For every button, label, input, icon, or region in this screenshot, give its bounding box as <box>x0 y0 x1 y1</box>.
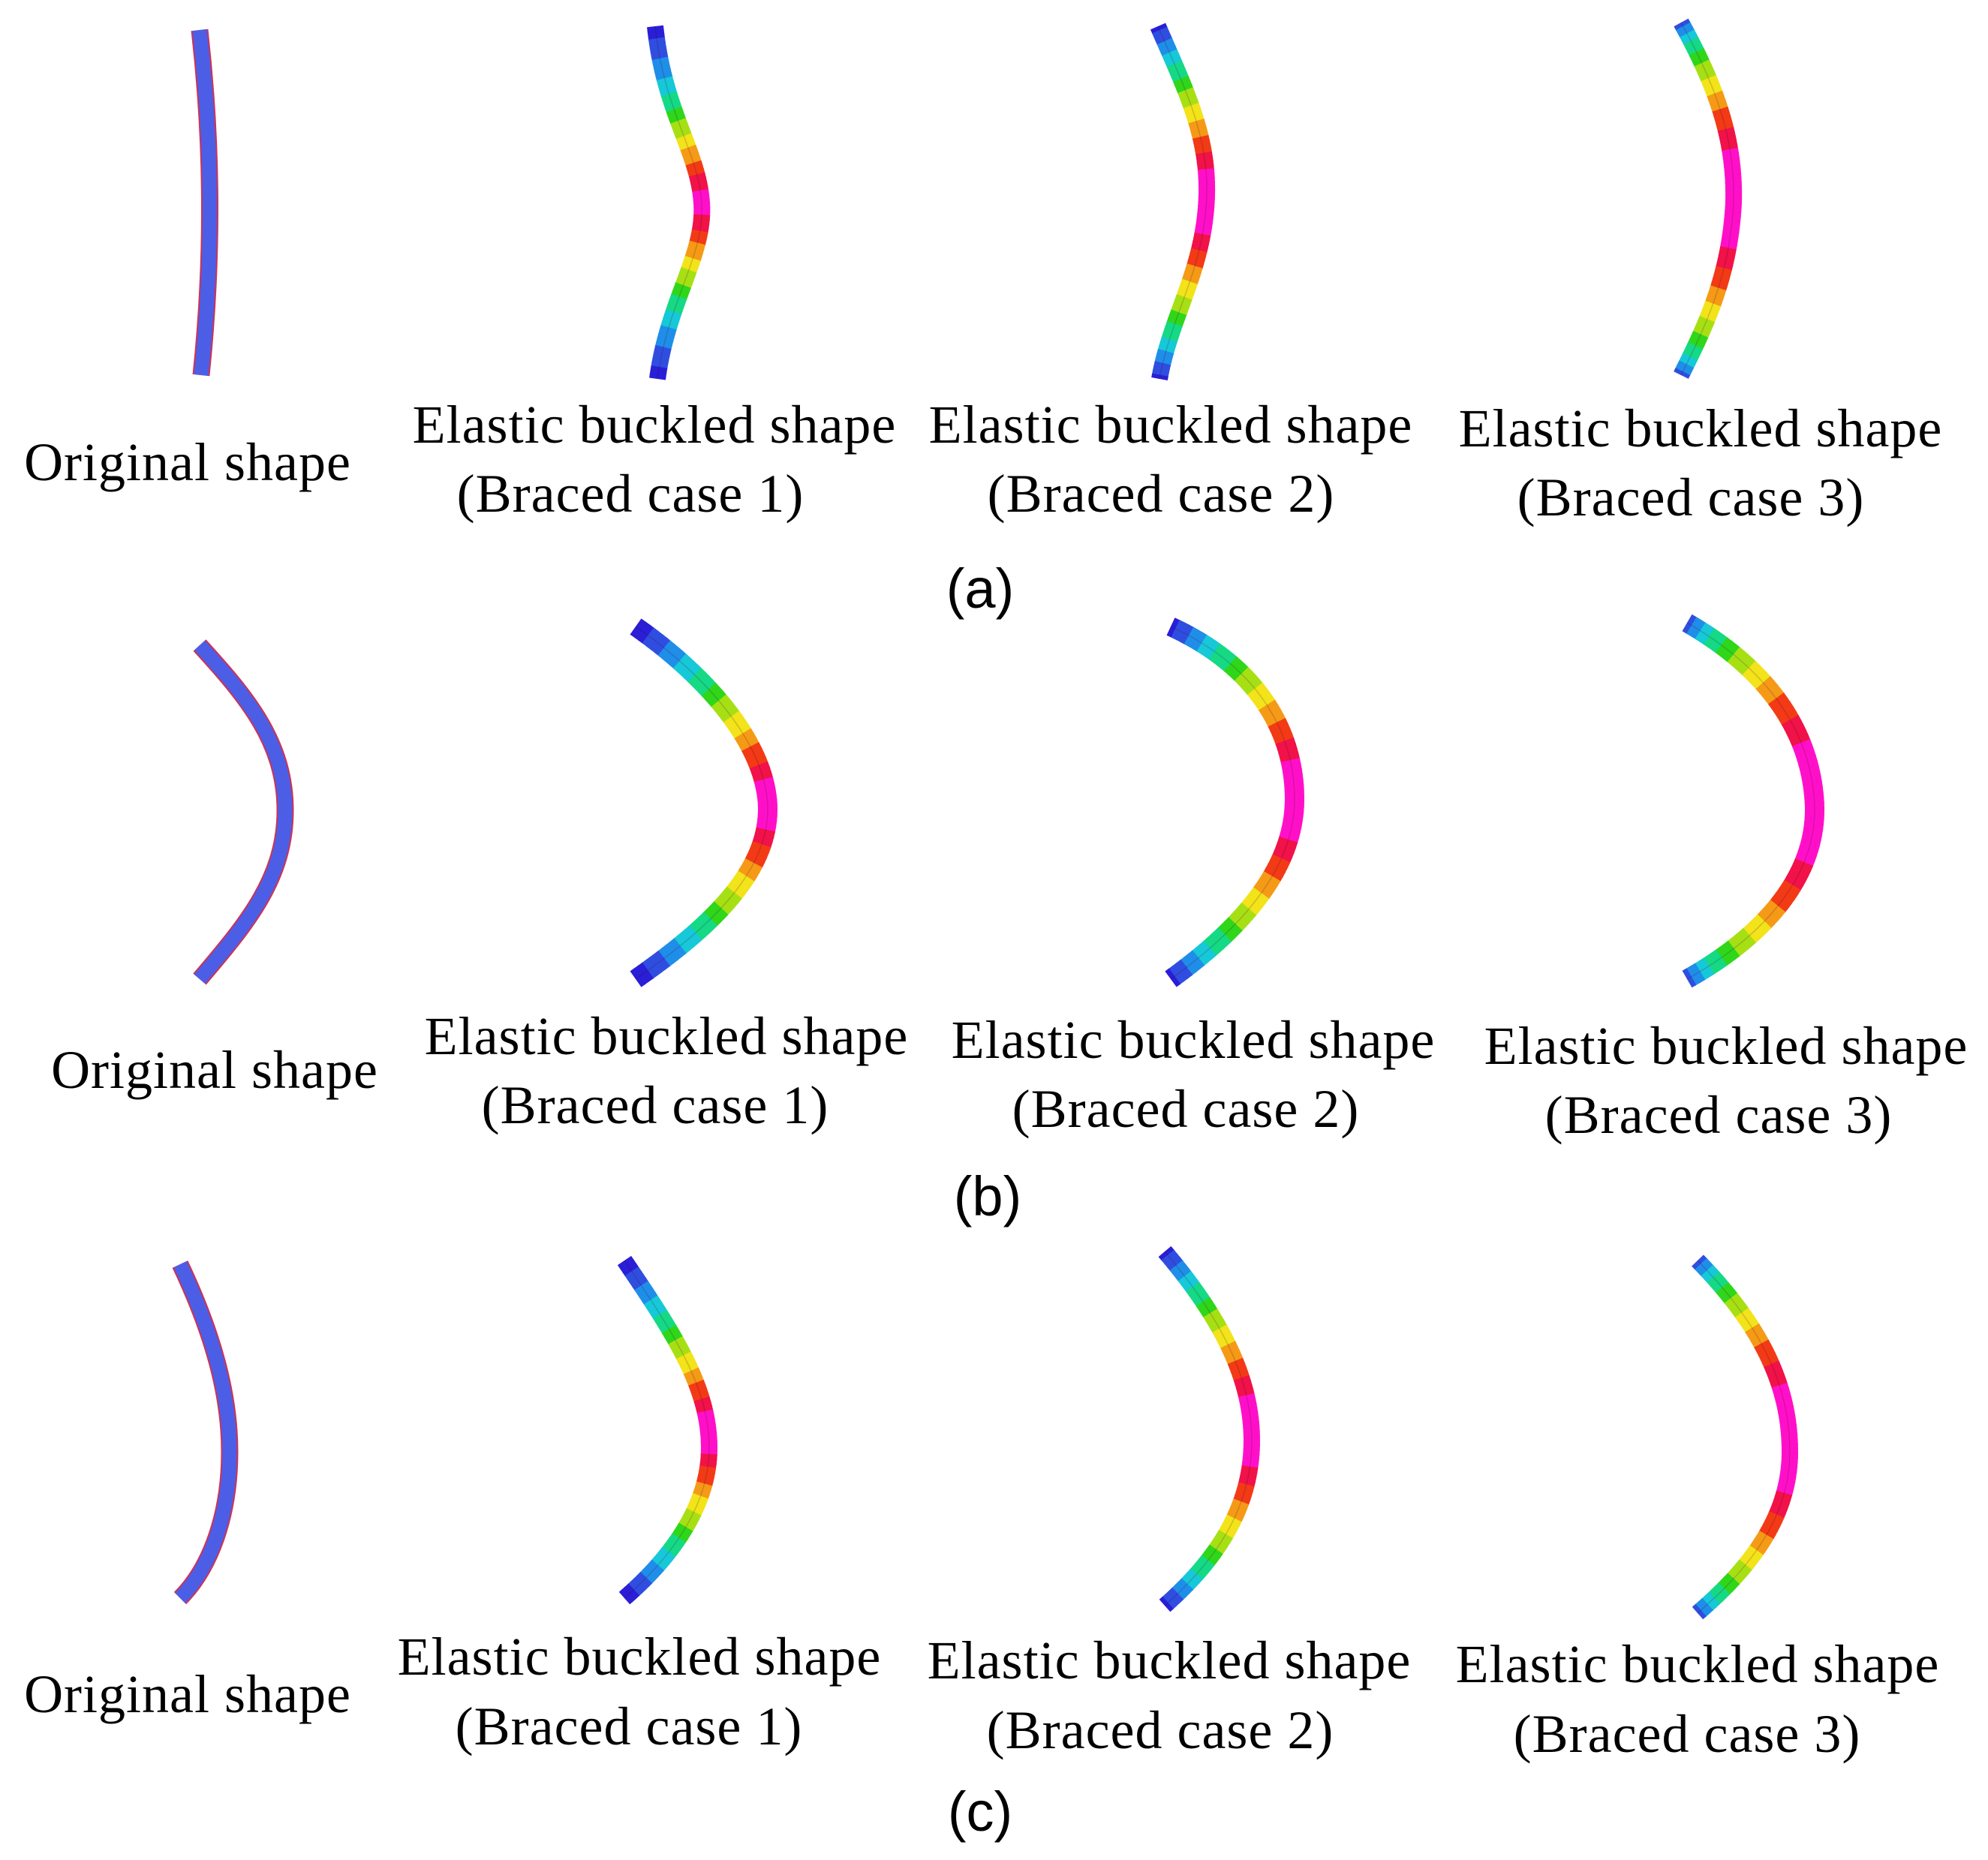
buckled-shape-label: Elastic buckled shape <box>413 395 897 455</box>
buckled-beam-case-3 <box>1682 614 1825 988</box>
braced-case-label: (Braced case 1) <box>457 464 805 524</box>
beam-contour-segment <box>1159 1596 1174 1612</box>
braced-case-label: (Braced case 2) <box>987 1700 1334 1760</box>
original-beam <box>191 29 218 377</box>
original-shape-label: Original shape <box>24 432 351 492</box>
buckled-beam-case-2 <box>1158 1246 1260 1612</box>
buckled-shape-label: Elastic buckled shape <box>1456 1634 1940 1694</box>
buckled-shape-label: Elastic buckled shape <box>1459 398 1943 458</box>
braced-case-label: (Braced case 3) <box>1517 467 1865 527</box>
panel-b-original: Original shape <box>51 639 378 1100</box>
beam-contour-segment <box>1692 1603 1707 1620</box>
buckled-shape-label: Elastic buckled shape <box>952 1010 1436 1070</box>
buckled-beam-case-2 <box>1165 617 1304 987</box>
beam-body <box>192 29 217 376</box>
panel-b-case-2: Elastic buckled shape (Braced case 2) <box>952 617 1436 1139</box>
beam-centerline <box>1164 1251 1253 1606</box>
buckled-beam-case-3 <box>1692 1255 1798 1620</box>
buckled-beam-case-3 <box>1674 18 1743 379</box>
panel-c-original: Original shape <box>24 1261 351 1724</box>
original-shape-label: Original shape <box>24 1664 351 1724</box>
buckled-beam-case-1 <box>617 1255 717 1605</box>
buckled-shape-label: Elastic buckled shape <box>398 1627 882 1687</box>
panel-a-original: Original shape <box>24 29 351 492</box>
panel-c-case-3: Elastic buckled shape (Braced case 3) <box>1456 1255 1940 1764</box>
panel-a-case-2: Elastic buckled shape (Braced case 2) <box>929 23 1413 524</box>
panel-label: (a) <box>946 557 1014 620</box>
panel-a-case-3: Elastic buckled shape (Braced case 3) <box>1459 18 1943 527</box>
beam-centerline <box>635 626 768 980</box>
buckled-beam-case-2 <box>1150 23 1216 380</box>
beam-centerline <box>1680 22 1734 376</box>
panel-c-case-1: Elastic buckled shape (Braced case 1) <box>398 1255 882 1756</box>
panel-c-case-2: Elastic buckled shape (Braced case 2) <box>928 1246 1412 1760</box>
beam-centerline <box>1697 1260 1791 1614</box>
buckled-beam-case-1 <box>630 618 778 987</box>
buckled-shape-label: Elastic buckled shape <box>425 1006 909 1066</box>
beam-body <box>194 640 293 984</box>
braced-case-label: (Braced case 2) <box>988 464 1335 524</box>
beam-centerline <box>624 1260 710 1599</box>
original-beam <box>193 639 294 985</box>
beam-centerline <box>1170 626 1295 980</box>
beam-contour-segment <box>618 1588 633 1605</box>
panel-label: (b) <box>954 1165 1021 1227</box>
braced-case-label: (Braced case 3) <box>1514 1704 1861 1764</box>
panel-b: Original shape Elastic buckled shape (Br… <box>51 614 1968 1227</box>
buckled-beam-case-1 <box>647 25 711 380</box>
beam-contour-segment <box>1151 373 1168 380</box>
beam-contour-segment <box>649 374 666 380</box>
beam-body <box>173 1261 237 1603</box>
braced-case-label: (Braced case 3) <box>1545 1085 1893 1145</box>
panel-label: (c) <box>948 1780 1012 1843</box>
buckled-shape-label: Elastic buckled shape <box>929 395 1413 455</box>
braced-case-label: (Braced case 1) <box>482 1075 829 1135</box>
original-shape-label: Original shape <box>51 1040 378 1100</box>
panel-a: Original shape Elastic buckled shape (Br… <box>24 18 1943 620</box>
panel-a-case-1: Elastic buckled shape (Braced case 1) <box>413 25 897 524</box>
beam-centerline <box>1686 622 1815 980</box>
buckled-shape-label: Elastic buckled shape <box>1484 1016 1968 1076</box>
beam-contour-segment <box>1674 368 1691 379</box>
braced-case-label: (Braced case 1) <box>456 1696 803 1756</box>
original-beam <box>172 1261 239 1605</box>
panel-b-case-3: Elastic buckled shape (Braced case 3) <box>1484 614 1968 1145</box>
braced-case-label: (Braced case 2) <box>1012 1079 1360 1139</box>
beam-contour-segment <box>1682 968 1697 988</box>
beam-contour-segment <box>1165 968 1181 987</box>
panel-c: Original shape Elastic buckled shape (Br… <box>24 1246 1940 1843</box>
beam-contour-segment <box>630 968 646 987</box>
buckled-shape-label: Elastic buckled shape <box>928 1630 1412 1690</box>
panel-b-case-1: Elastic buckled shape (Braced case 1) <box>425 618 909 1135</box>
beam-centerline <box>654 26 703 380</box>
beam-centerline <box>1157 26 1208 380</box>
